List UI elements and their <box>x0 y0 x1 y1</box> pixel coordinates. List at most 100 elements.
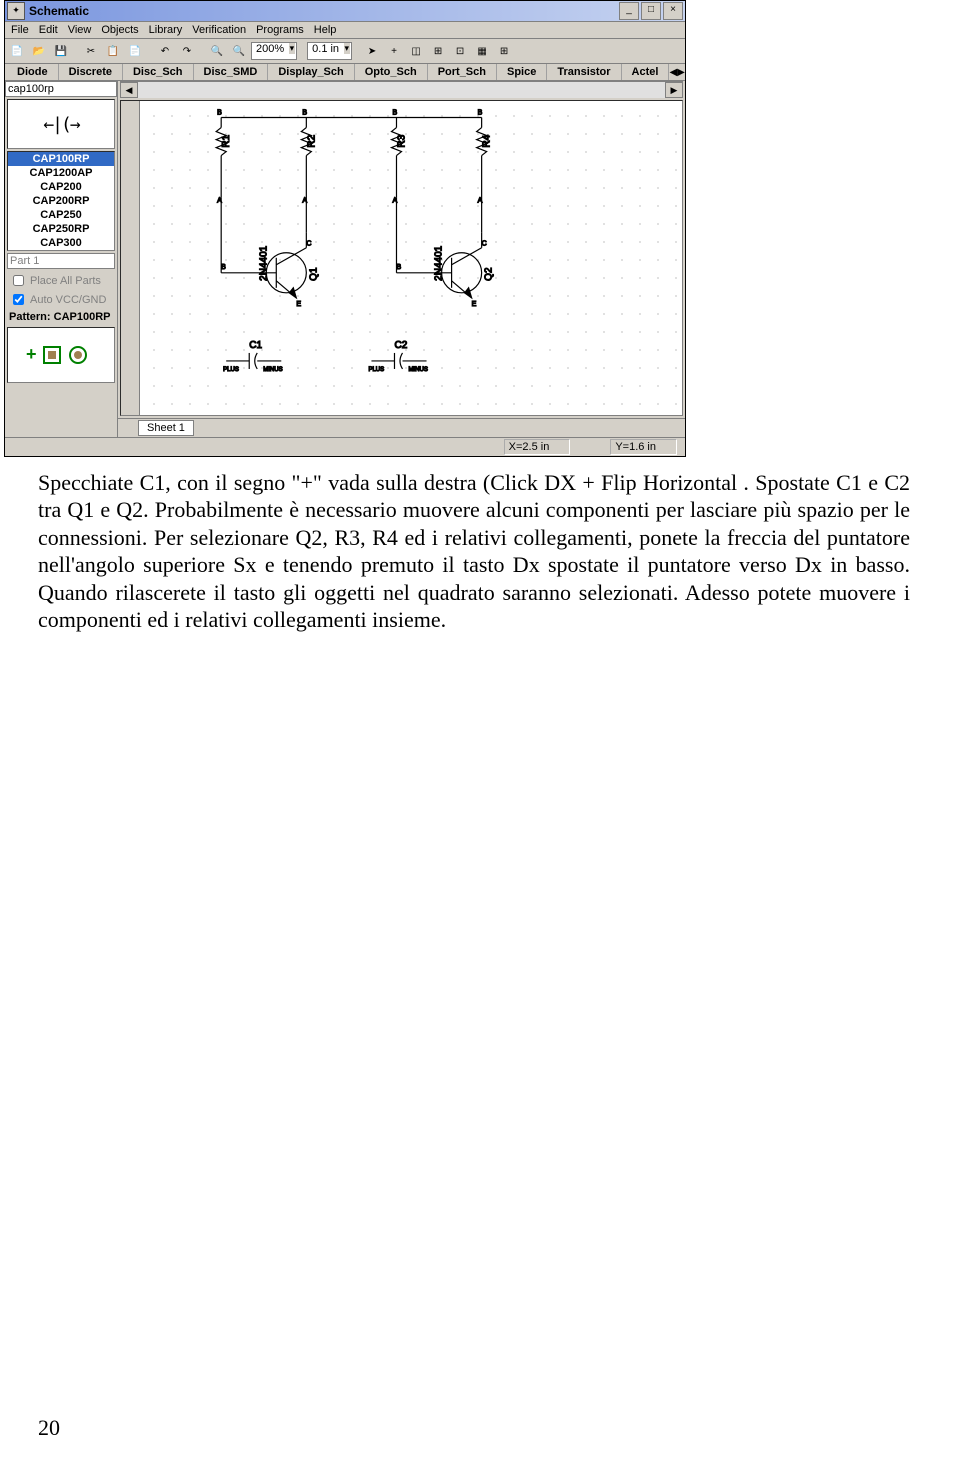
capacitor-symbol-icon: ←|(→ <box>43 114 78 135</box>
list-item[interactable]: CAP200RP <box>8 194 114 208</box>
status-x: X=2.5 in <box>504 439 571 455</box>
tool3-icon[interactable]: ⊡ <box>450 41 470 61</box>
svg-text:C1: C1 <box>249 340 262 351</box>
window-titlebar: ✦ Schematic _ □ × <box>5 1 685 22</box>
check-auto-vcc[interactable]: Auto VCC/GND <box>5 290 117 309</box>
app-icon: ✦ <box>7 2 25 20</box>
grid-combo[interactable]: 0.1 in <box>307 42 352 60</box>
svg-text:A: A <box>302 198 307 205</box>
svg-text:B: B <box>302 110 307 117</box>
page-number: 20 <box>38 1415 60 1441</box>
svg-text:R1: R1 <box>221 134 232 147</box>
tool5-icon[interactable]: ⊞ <box>494 41 514 61</box>
tab-transistor[interactable]: Transistor <box>547 64 621 80</box>
list-item[interactable]: CAP250RP <box>8 222 114 236</box>
check-place-all[interactable]: Place All Parts <box>5 271 117 290</box>
svg-text:2N4401: 2N4401 <box>258 245 269 280</box>
svg-text:PLUS: PLUS <box>368 367 384 373</box>
pattern-value: CAP100RP <box>54 311 111 323</box>
menu-edit[interactable]: Edit <box>39 24 58 36</box>
schematic-svg: R1 B A R2 B A <box>121 101 682 415</box>
cut-icon[interactable]: ✂ <box>81 41 101 61</box>
menu-view[interactable]: View <box>68 24 92 36</box>
tool4-icon[interactable]: ▦ <box>472 41 492 61</box>
svg-text:E: E <box>472 301 477 308</box>
svg-text:Q2: Q2 <box>484 267 495 281</box>
list-item[interactable]: CAP100RP <box>8 152 114 166</box>
svg-text:B: B <box>392 110 397 117</box>
check-label: Place All Parts <box>30 275 101 287</box>
scroll-right-icon[interactable]: ▶ <box>665 82 683 98</box>
component-list[interactable]: CAP100RP CAP1200AP CAP200 CAP200RP CAP25… <box>7 151 115 251</box>
menu-file[interactable]: File <box>11 24 29 36</box>
tab-scroll-right[interactable]: ▶ <box>677 67 685 78</box>
maximize-button[interactable]: □ <box>641 2 661 20</box>
pattern-label: Pattern: CAP100RP <box>5 309 117 325</box>
schematic-canvas[interactable]: R1 B A R2 B A <box>120 100 683 416</box>
footprint-preview: + <box>7 327 115 383</box>
svg-text:MINUS: MINUS <box>263 367 282 373</box>
scroll-track[interactable] <box>138 82 665 98</box>
svg-text:R3: R3 <box>397 134 408 147</box>
sheet-tabbar: Sheet 1 <box>118 418 685 437</box>
tab-scroll-left[interactable]: ◀ <box>669 67 677 78</box>
tool2-icon[interactable]: ⊞ <box>428 41 448 61</box>
minimize-button[interactable]: _ <box>619 2 639 20</box>
svg-text:B: B <box>217 110 222 117</box>
copy-icon[interactable]: 📋 <box>103 41 123 61</box>
search-input[interactable] <box>5 81 117 97</box>
scroll-left-icon[interactable]: ◀ <box>120 82 138 98</box>
sheet-tab[interactable]: Sheet 1 <box>138 420 194 436</box>
tab-port-sch[interactable]: Port_Sch <box>428 64 497 80</box>
list-item[interactable]: CAP1200AP <box>8 166 114 180</box>
tool-icon[interactable]: ◫ <box>406 41 426 61</box>
component-tabbar: Diode Discrete Disc_Sch Disc_SMD Display… <box>5 64 685 81</box>
svg-text:R2: R2 <box>306 134 317 147</box>
redo-icon[interactable]: ↷ <box>177 41 197 61</box>
tab-display-sch[interactable]: Display_Sch <box>268 64 354 80</box>
tab-diode[interactable]: Diode <box>7 64 59 80</box>
tab-opto-sch[interactable]: Opto_Sch <box>355 64 428 80</box>
tab-spice[interactable]: Spice <box>497 64 547 80</box>
tab-disc-sch[interactable]: Disc_Sch <box>123 64 194 80</box>
canvas-hscroll-top[interactable]: ◀ ▶ <box>120 81 683 98</box>
svg-text:Q1: Q1 <box>308 267 319 281</box>
zoomout-icon[interactable]: 🔍 <box>229 41 249 61</box>
svg-text:C: C <box>306 241 311 248</box>
schematic-window: ✦ Schematic _ □ × File Edit View Objects… <box>4 0 686 457</box>
list-item[interactable]: CAP300 <box>8 236 114 250</box>
svg-text:A: A <box>478 198 483 205</box>
menu-programs[interactable]: Programs <box>256 24 304 36</box>
plus-icon[interactable]: + <box>384 41 404 61</box>
tab-actel[interactable]: Actel <box>622 64 670 80</box>
zoom-icon[interactable]: 🔍 <box>207 41 227 61</box>
menu-verification[interactable]: Verification <box>192 24 246 36</box>
window-title: Schematic <box>29 4 617 18</box>
sidebar: ←|(→ CAP100RP CAP1200AP CAP200 CAP200RP … <box>5 81 118 437</box>
svg-text:+: + <box>26 344 37 364</box>
svg-text:E: E <box>296 301 301 308</box>
tab-discrete[interactable]: Discrete <box>59 64 123 80</box>
menu-library[interactable]: Library <box>149 24 183 36</box>
menu-objects[interactable]: Objects <box>101 24 138 36</box>
new-icon[interactable]: 📄 <box>7 41 27 61</box>
undo-icon[interactable]: ↶ <box>155 41 175 61</box>
zoom-combo[interactable]: 200% <box>251 42 297 60</box>
app-body: ←|(→ CAP100RP CAP1200AP CAP200 CAP200RP … <box>5 81 685 437</box>
part-select[interactable]: Part 1 <box>7 253 115 269</box>
tab-disc-smd[interactable]: Disc_SMD <box>194 64 269 80</box>
paste-icon[interactable]: 📄 <box>125 41 145 61</box>
close-button[interactable]: × <box>663 2 683 20</box>
svg-text:C2: C2 <box>394 340 407 351</box>
canvas-area: ◀ ▶ <box>118 81 685 437</box>
open-icon[interactable]: 📂 <box>29 41 49 61</box>
menu-help[interactable]: Help <box>314 24 337 36</box>
pattern-label-text: Pattern: <box>9 311 51 323</box>
list-item[interactable]: CAP200 <box>8 180 114 194</box>
arrow-icon[interactable]: ➤ <box>362 41 382 61</box>
status-y: Y=1.6 in <box>610 439 677 455</box>
save-icon[interactable]: 💾 <box>51 41 71 61</box>
list-item[interactable]: CAP250 <box>8 208 114 222</box>
svg-text:MINUS: MINUS <box>409 367 428 373</box>
preview-icon: ←|(→ <box>7 99 115 149</box>
